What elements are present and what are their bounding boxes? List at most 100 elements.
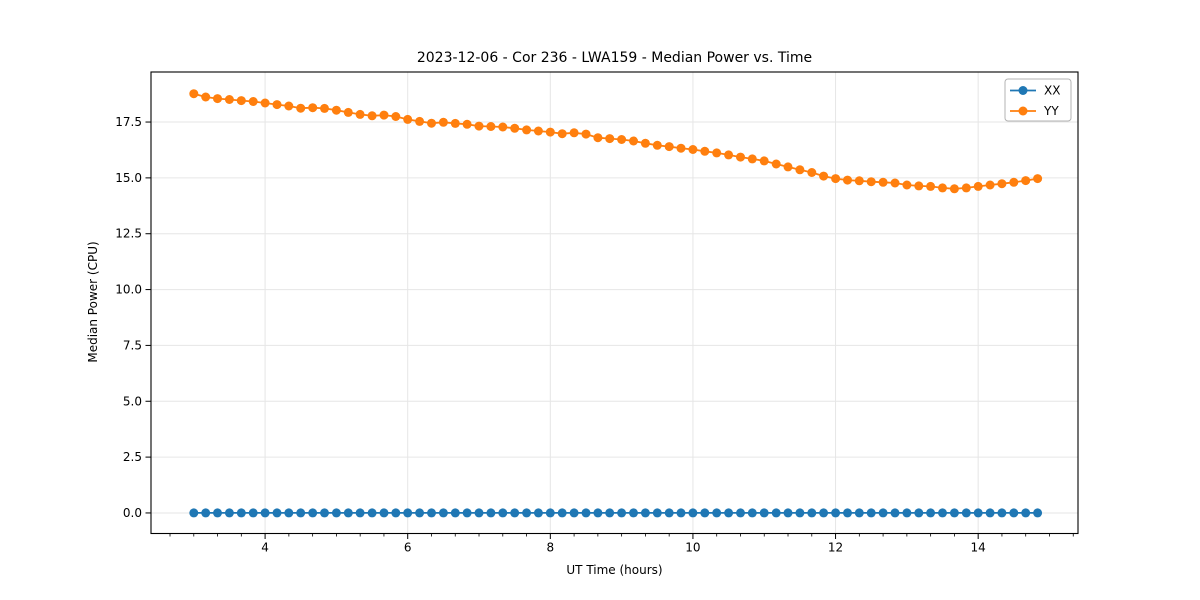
data-point-YY <box>973 181 983 191</box>
data-point-YY <box>664 142 674 152</box>
data-point-XX <box>866 508 876 518</box>
data-point-XX <box>331 508 341 518</box>
data-point-XX <box>260 508 270 518</box>
data-point-YY <box>640 138 650 148</box>
data-point-YY <box>807 168 817 177</box>
data-point-XX <box>450 508 460 518</box>
data-point-XX <box>807 508 817 518</box>
data-point-XX <box>652 508 662 518</box>
x-axis-label: UT Time (hours) <box>566 563 663 577</box>
legend-label: XX <box>1044 84 1060 98</box>
x-tick-label: 4 <box>261 541 269 555</box>
data-point-YY <box>878 177 888 187</box>
data-point-YY <box>617 135 627 144</box>
x-tick-label: 12 <box>828 541 843 555</box>
data-point-XX <box>308 508 318 518</box>
data-point-XX <box>736 508 745 518</box>
data-point-YY <box>533 126 543 136</box>
data-point-YY <box>605 134 615 144</box>
data-point-YY <box>308 103 318 113</box>
data-point-XX <box>201 508 211 518</box>
data-point-YY <box>379 110 389 120</box>
y-tick-label: 17.5 <box>115 115 142 129</box>
data-point-XX <box>545 508 555 518</box>
data-point-YY <box>795 165 805 175</box>
data-point-XX <box>510 508 520 518</box>
y-tick-label: 12.5 <box>115 227 142 241</box>
data-point-YY <box>355 109 365 119</box>
data-point-XX <box>985 508 995 518</box>
data-point-YY <box>545 127 555 137</box>
legend-box <box>1004 78 1072 122</box>
data-point-XX <box>189 508 199 518</box>
data-point-YY <box>474 121 484 131</box>
x-tick-label: 8 <box>547 541 555 555</box>
data-point-YY <box>367 111 377 121</box>
data-point-XX <box>640 508 650 518</box>
data-point-XX <box>997 508 1007 518</box>
data-point-XX <box>391 508 401 518</box>
data-point-XX <box>914 508 924 518</box>
y-tick-label: 0.0 <box>123 506 142 520</box>
data-point-YY <box>724 150 734 160</box>
data-point-YY <box>652 140 662 150</box>
data-point-XX <box>462 508 472 518</box>
data-point-XX <box>973 508 983 518</box>
data-point-XX <box>819 508 829 518</box>
data-point-XX <box>854 508 864 518</box>
data-point-YY <box>949 184 959 194</box>
data-point-YY <box>890 178 900 188</box>
data-point-YY <box>403 114 413 124</box>
data-point-XX <box>593 508 603 518</box>
data-point-XX <box>343 508 353 518</box>
data-point-XX <box>1021 508 1031 518</box>
data-point-XX <box>664 508 674 518</box>
data-point-YY <box>961 183 971 193</box>
data-point-XX <box>747 508 757 518</box>
data-point-XX <box>926 508 936 518</box>
data-point-YY <box>997 179 1007 189</box>
data-point-YY <box>296 103 306 113</box>
data-point-XX <box>938 508 947 518</box>
data-point-XX <box>272 508 282 518</box>
data-point-YY <box>331 105 341 115</box>
data-point-YY <box>712 148 722 158</box>
data-point-XX <box>724 508 734 518</box>
data-point-YY <box>236 96 246 106</box>
data-point-YY <box>272 100 282 110</box>
data-point-YY <box>320 103 329 113</box>
data-point-XX <box>296 508 306 518</box>
data-point-YY <box>248 97 258 106</box>
legend-marker-sample <box>1018 86 1028 95</box>
data-point-YY <box>831 174 841 184</box>
legend-marker-sample <box>1018 106 1028 116</box>
data-point-YY <box>522 125 532 135</box>
legend-entry-YY: YY <box>1010 104 1059 118</box>
data-point-YY <box>700 146 710 156</box>
data-point-XX <box>605 508 615 518</box>
data-point-XX <box>771 508 781 518</box>
y-tick-label: 2.5 <box>123 450 142 464</box>
data-point-YY <box>462 119 472 129</box>
data-point-YY <box>1009 177 1019 187</box>
data-point-YY <box>498 122 508 132</box>
data-point-YY <box>510 123 520 133</box>
data-point-YY <box>985 180 995 190</box>
data-point-XX <box>688 508 698 518</box>
data-point-XX <box>248 508 258 518</box>
data-point-XX <box>236 508 246 518</box>
data-point-XX <box>224 508 234 518</box>
data-point-XX <box>700 508 710 518</box>
x-tick-label: 10 <box>685 541 700 555</box>
plot-spines <box>150 71 1079 535</box>
data-point-YY <box>581 129 591 139</box>
data-point-XX <box>783 508 793 518</box>
data-point-YY <box>843 175 852 185</box>
data-point-YY <box>747 154 757 164</box>
data-point-YY <box>819 171 829 181</box>
y-tick-label: 15.0 <box>115 171 142 185</box>
y-tick-label: 10.0 <box>115 283 142 297</box>
data-point-XX <box>474 508 484 518</box>
